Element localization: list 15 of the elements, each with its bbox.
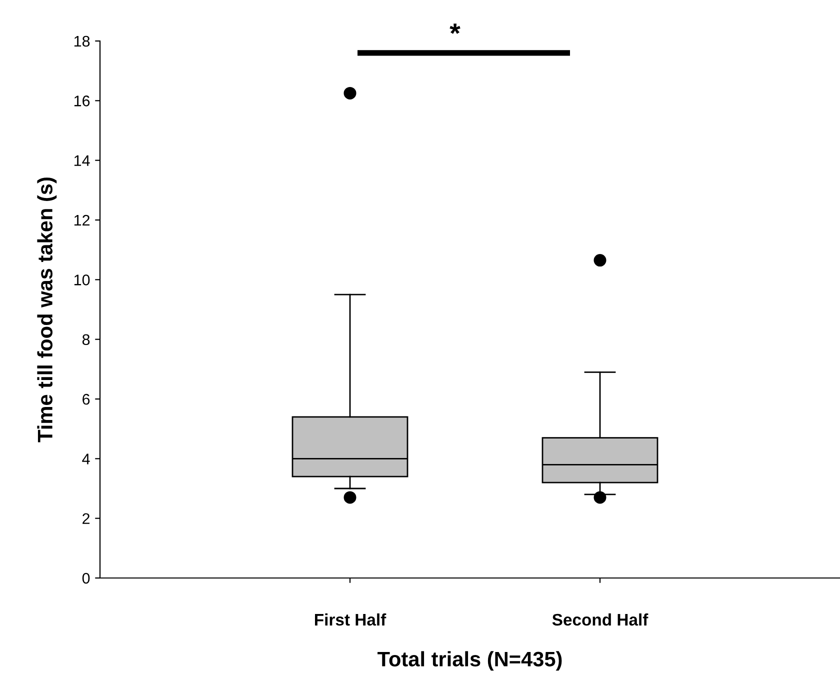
y-tick-label: 16 [74,96,90,106]
y-tick-label: 18 [74,36,90,47]
y-tick-label: 10 [74,274,90,286]
y-tick-label: 6 [82,394,90,405]
y-tick-label: 8 [82,334,90,346]
y-tick-label: 2 [82,513,90,524]
text: * [450,24,460,34]
x-tick-label: Second Half [552,613,648,626]
x-axis-title: Total trials (N=435) [378,651,562,671]
y-axis-title: Time till food was taken (s) [37,178,57,442]
y-tick-label: 14 [74,155,90,166]
x-tick-label: First Half [315,613,386,626]
y-tick-label: 4 [82,454,90,464]
y-tick-label: 12 [74,214,90,226]
y-tick-label: 0 [82,572,90,584]
